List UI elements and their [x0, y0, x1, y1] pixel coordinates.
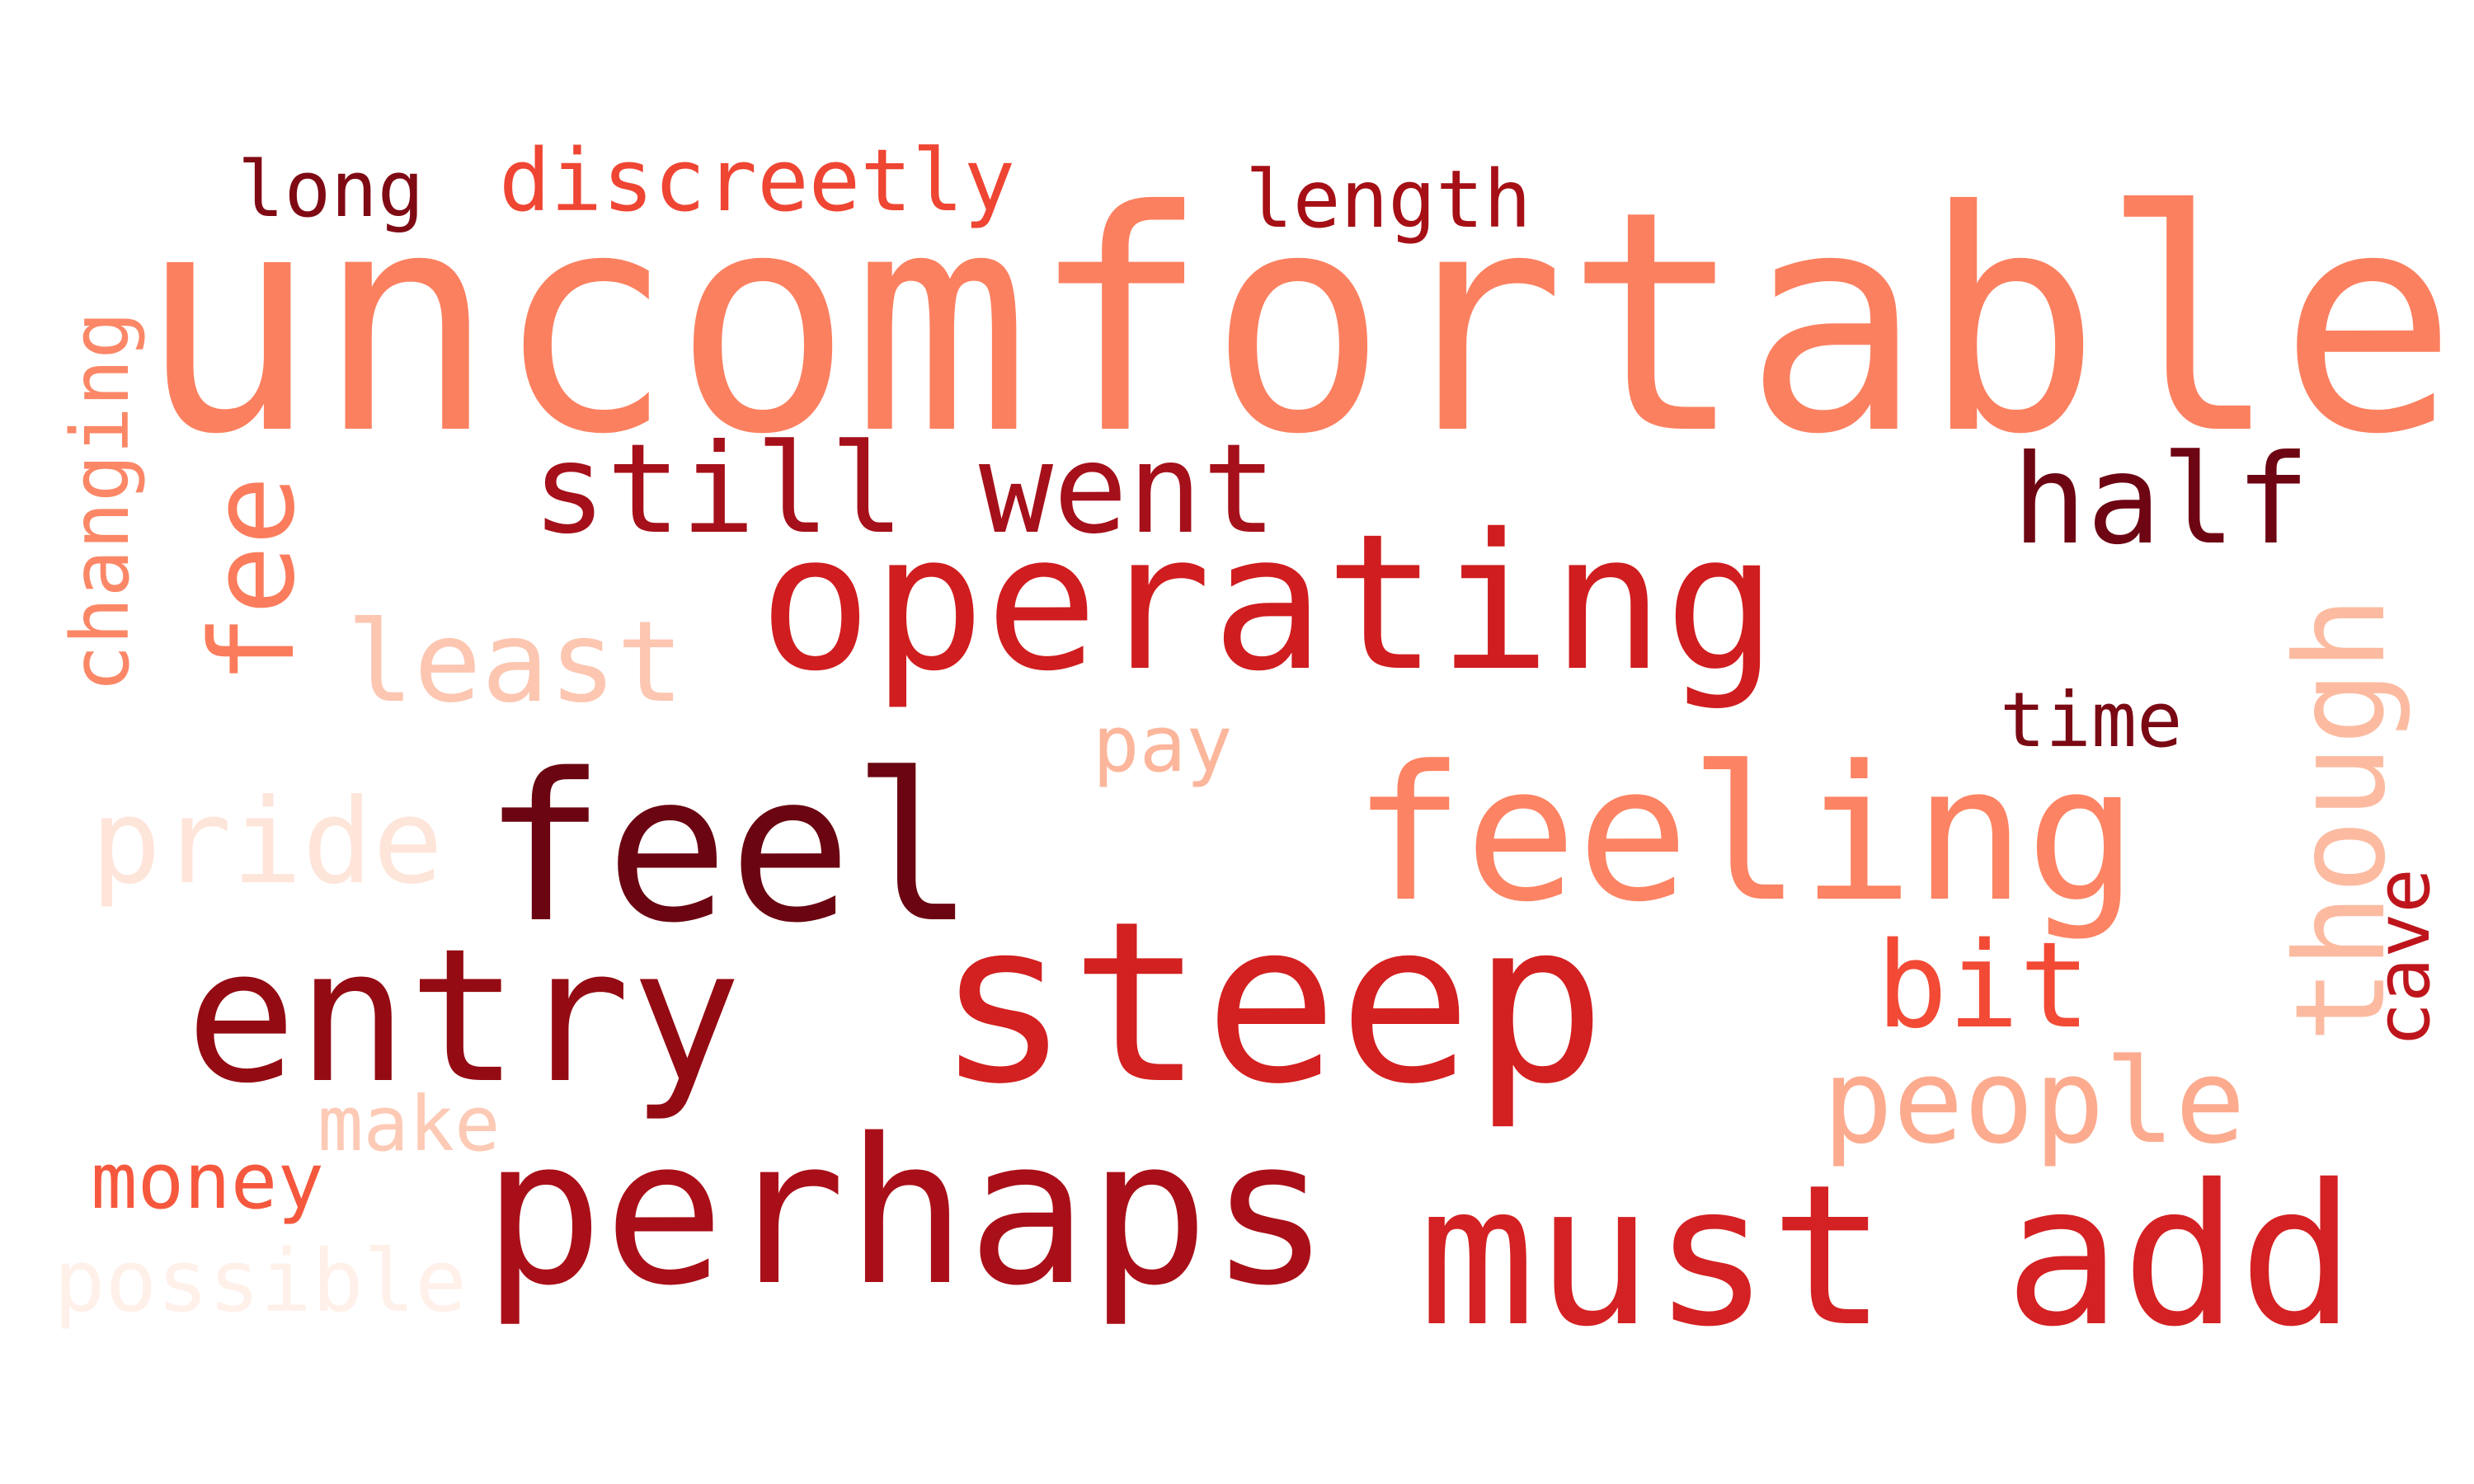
word-make: make	[317, 1080, 501, 1168]
word-feeling: feeling	[1352, 726, 2138, 943]
word-cave: cave	[2360, 868, 2447, 1047]
word-possible: possible	[54, 1231, 467, 1331]
word-pay: pay	[1093, 700, 1233, 790]
word-discreetly: discreetly	[499, 130, 1015, 231]
word-bit: bit	[1876, 916, 2091, 1054]
word-money: money	[91, 1137, 324, 1227]
word-entry: entry	[186, 909, 741, 1124]
word-steep: steep	[936, 873, 1606, 1133]
word-changing: changing	[54, 312, 147, 693]
word-least: least	[346, 598, 684, 728]
word-though: though	[2269, 596, 2413, 1043]
word-half: half	[2012, 429, 2310, 572]
word-long: long	[238, 145, 424, 235]
word-operating: operating	[759, 493, 1777, 712]
word-people: people	[1823, 1034, 2246, 1170]
word-perhaps: perhaps	[482, 1096, 1330, 1330]
word-fee: fee	[186, 476, 321, 684]
word-must-add: must add	[1418, 1143, 2356, 1369]
word-feel: feel	[482, 730, 975, 968]
word-length: length	[1245, 153, 1531, 246]
word-still-went: still went	[532, 418, 1277, 561]
word-pride: pride	[91, 774, 443, 910]
word-time: time	[2000, 676, 2183, 764]
word-uncomfortable: uncomfortable	[139, 147, 2458, 501]
